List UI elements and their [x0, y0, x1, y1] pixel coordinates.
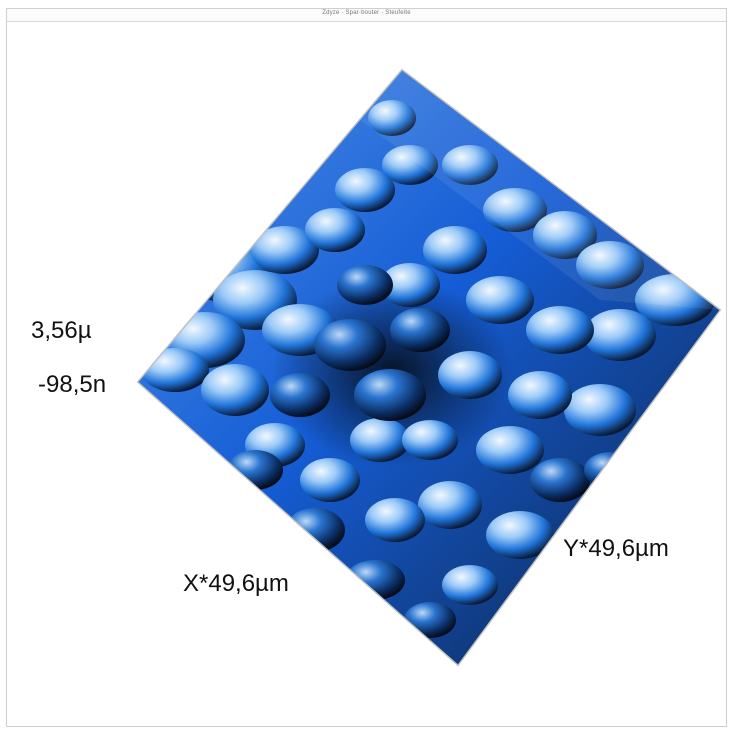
plot-surface-outline [137, 69, 721, 666]
y-axis-label: Y*49,6µm [563, 535, 669, 562]
x-axis-label: X*49,6µm [183, 570, 289, 597]
title-bar: Zdyze · Spar·bouter · Steufelte [7, 9, 726, 22]
window-title: Zdyze · Spar·bouter · Steufelte [322, 10, 411, 16]
z-axis-min-label: -98,5n [38, 371, 107, 398]
z-axis-max-label: 3,56µ [31, 317, 92, 344]
